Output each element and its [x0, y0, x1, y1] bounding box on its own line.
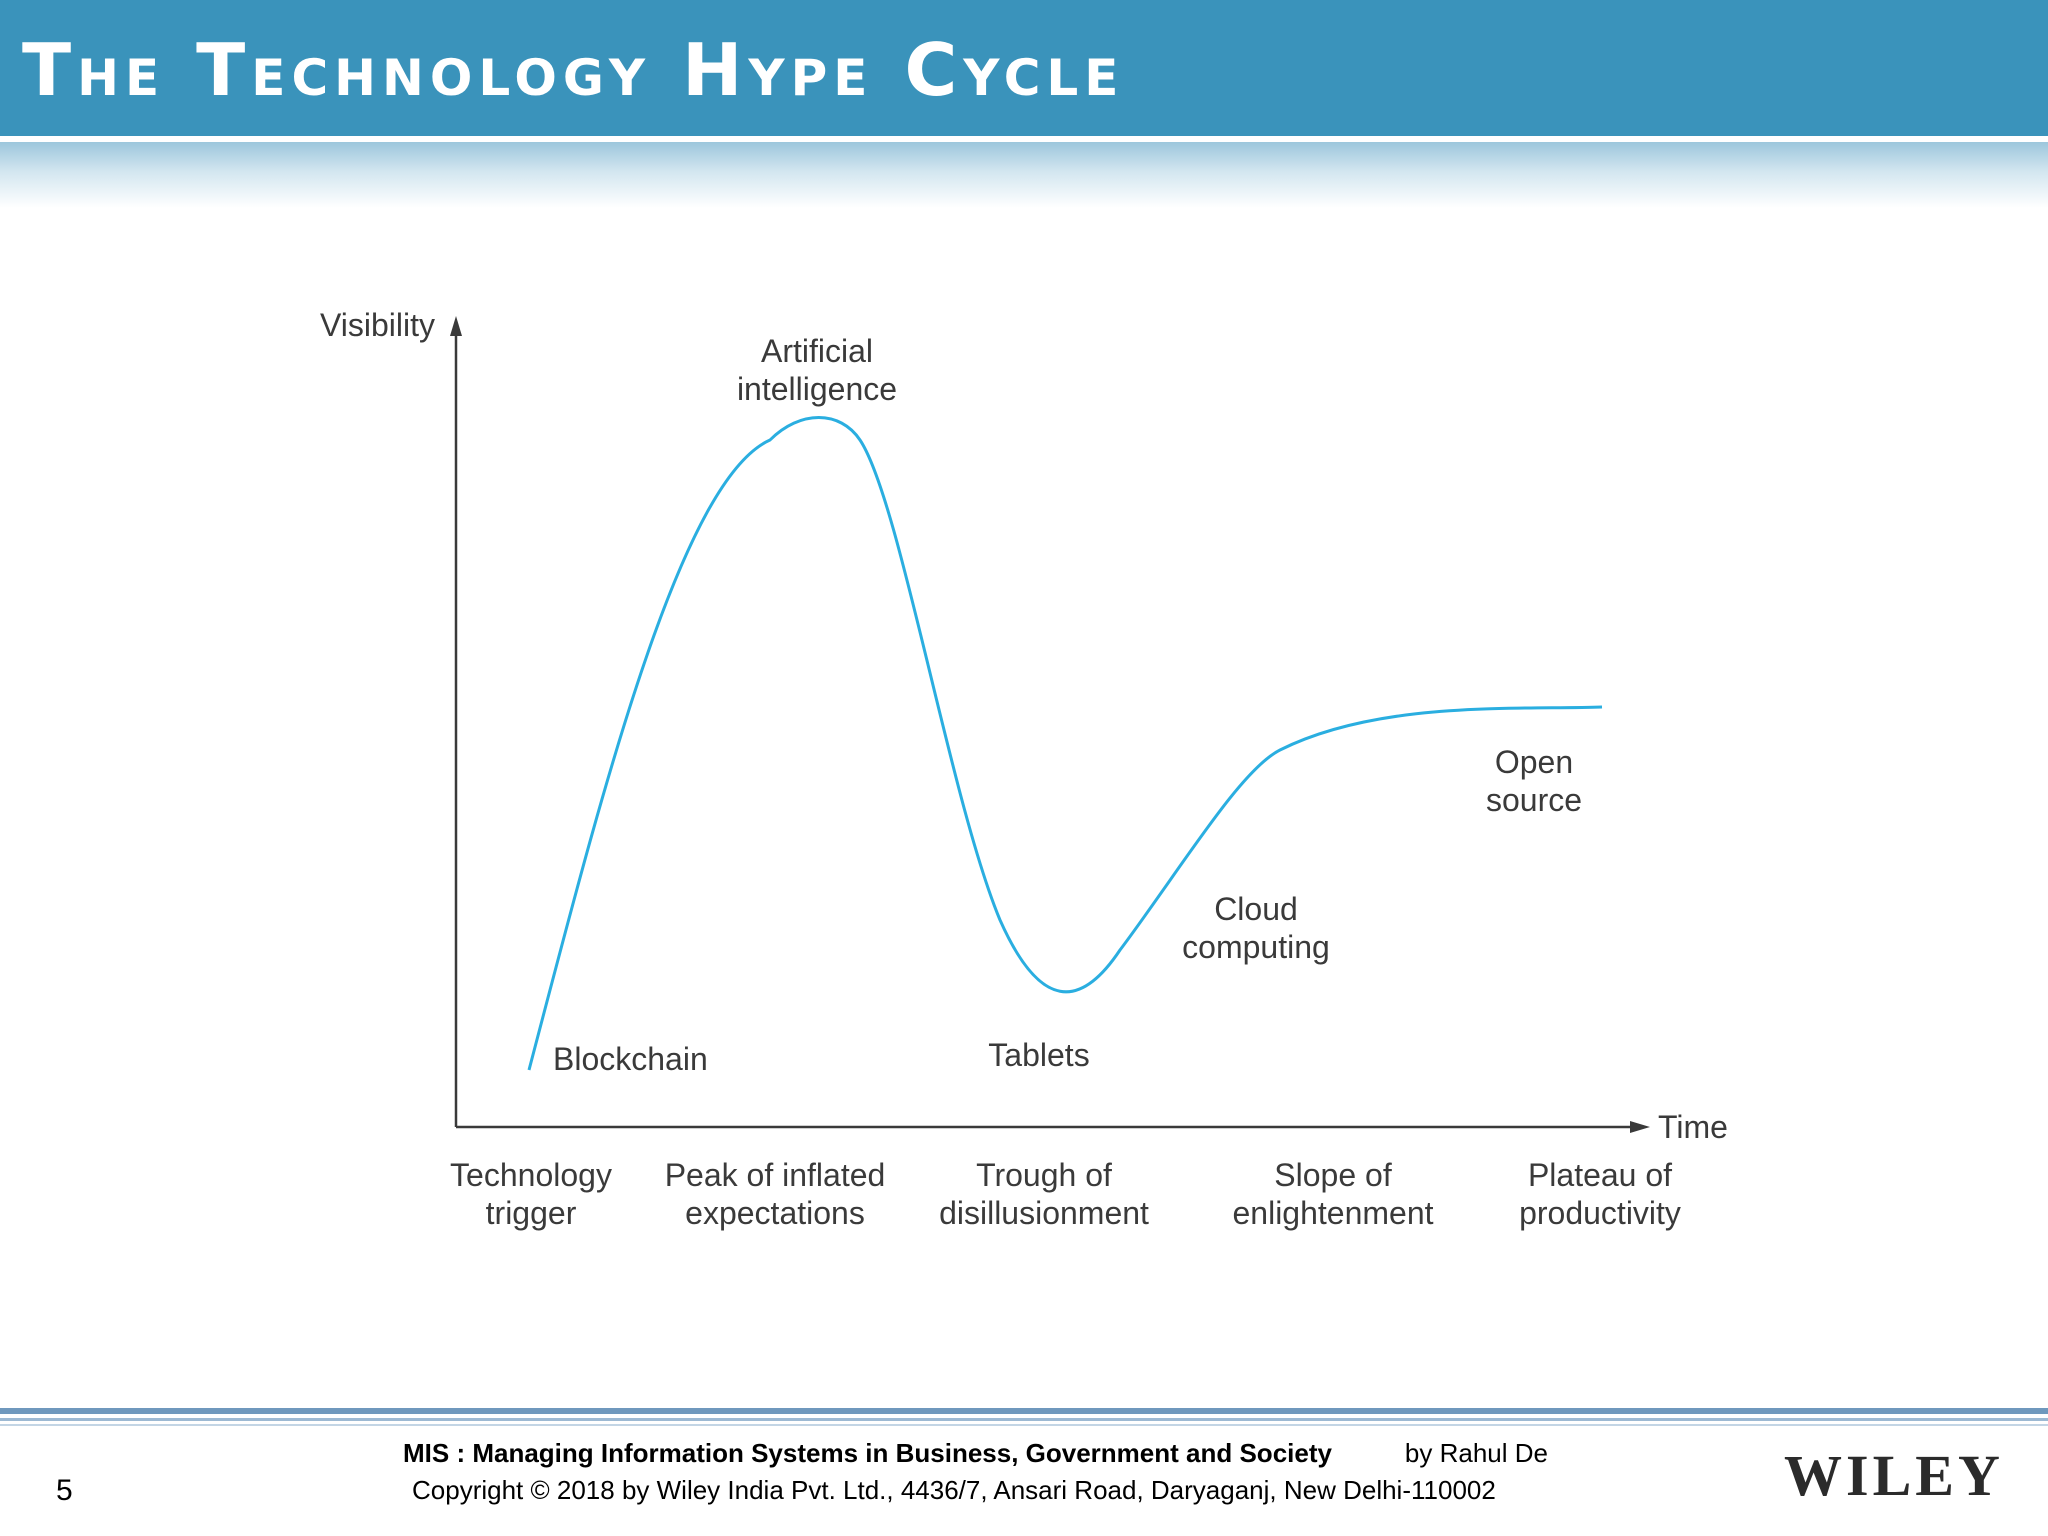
- y-axis-label: Visibility: [320, 307, 435, 343]
- label-ai-line1: Artificial: [761, 333, 873, 369]
- label-open-line2: source: [1486, 782, 1582, 818]
- copyright-notice: Copyright © 2018 by Wiley India Pvt. Ltd…: [412, 1475, 1496, 1505]
- x-axis-arrowhead: [1630, 1121, 1650, 1133]
- phase-trough-line2: disillusionment: [939, 1195, 1149, 1231]
- label-open-line1: Open: [1495, 744, 1573, 780]
- publisher-logo-text: WILEY: [1784, 1443, 2004, 1508]
- phase-peak-line1: Peak of inflated: [665, 1157, 886, 1193]
- phase-slope-line1: Slope of: [1274, 1157, 1392, 1193]
- x-axis-label: Time: [1658, 1109, 1728, 1145]
- slide-title: The Technology Hype Cycle: [22, 28, 1125, 112]
- book-title: MIS : Managing Information Systems in Bu…: [403, 1438, 1332, 1468]
- phase-plateau-line2: productivity: [1519, 1195, 1681, 1231]
- label-cloud-line2: computing: [1182, 929, 1330, 965]
- footer-divider: [0, 1408, 2048, 1428]
- y-axis-arrowhead: [450, 316, 462, 336]
- label-blockchain: Blockchain: [553, 1041, 708, 1077]
- phase-trough-line1: Trough of: [976, 1157, 1112, 1193]
- title-bar-fade: [0, 142, 2048, 208]
- label-ai-line2: intelligence: [737, 371, 897, 407]
- phase-peak-line2: expectations: [685, 1195, 865, 1231]
- publisher-logo: WILEY: [1756, 1432, 2026, 1518]
- page-number: 5: [56, 1474, 73, 1507]
- label-tablets: Tablets: [988, 1037, 1089, 1073]
- title-bar: The Technology Hype Cycle: [0, 0, 2048, 136]
- phase-trigger-line1: Technology: [450, 1157, 612, 1193]
- phase-trigger-line2: trigger: [486, 1195, 577, 1231]
- hype-curve: [527, 416, 1603, 1071]
- phase-slope-line2: enlightenment: [1232, 1195, 1433, 1231]
- phase-plateau-line1: Plateau of: [1528, 1157, 1672, 1193]
- author-credit: by Rahul De: [1404, 1438, 1548, 1468]
- label-cloud-line1: Cloud: [1214, 891, 1298, 927]
